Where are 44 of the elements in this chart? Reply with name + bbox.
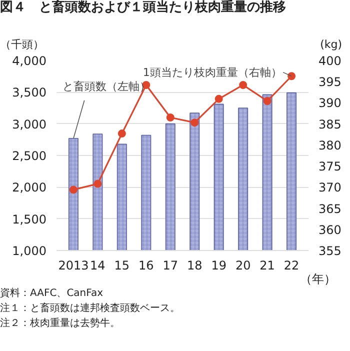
y-tick-label: 1,500 [12, 212, 47, 226]
point [118, 130, 126, 138]
point [288, 72, 296, 80]
point [190, 118, 199, 127]
x-tick-label: 2013 [58, 258, 89, 272]
y2-tick-label: 370 [318, 180, 342, 195]
x-axis-title: （年） [300, 272, 336, 287]
y2-tick-label: 380 [318, 138, 342, 152]
x-tick-label: 19 [211, 258, 226, 272]
text: 資料：AAFC、CanFax [0, 288, 104, 300]
y2-tick-label: 400 [318, 54, 342, 68]
text: と畜頭数（左軸） [62, 80, 151, 93]
point [214, 94, 223, 103]
point [166, 114, 174, 122]
text: 注２：枝肉重量は去勢牛。 [0, 318, 120, 330]
y-tick-label: 3,000 [12, 117, 47, 132]
y2-tick-label: 360 [318, 222, 342, 237]
point [69, 186, 78, 194]
y2-tick-label: 375 [318, 160, 342, 174]
y-axis-title: （千頭） [0, 38, 44, 52]
y2-tick-label: 390 [318, 96, 342, 110]
x-tick-label: 15 [114, 258, 130, 272]
series-label: 1頭当たり枝肉重量（右軸） [142, 66, 282, 79]
y2-axis-title: (kg) [320, 38, 342, 52]
y2-tick-label: 385 [318, 117, 342, 132]
x-tick-label: 17 [162, 258, 178, 272]
point [239, 80, 248, 89]
y-tick-label: 1,000 [12, 244, 47, 258]
y-tick-label: 2,000 [12, 180, 47, 195]
text: 注１：と畜頭数は連邦検査頭数ベース。 [0, 303, 180, 316]
x-tick-label: 14 [90, 258, 106, 272]
point [263, 97, 272, 106]
x-tick-label: 18 [186, 258, 202, 272]
y2-tick-label: 355 [318, 244, 342, 258]
point [94, 180, 102, 188]
x-tick-label: 16 [138, 258, 154, 272]
y-tick-label: 3,500 [12, 86, 47, 100]
y2-tick-label: 365 [318, 202, 342, 216]
x-tick-label: 20 [235, 258, 251, 272]
y-tick-label: 4,000 [12, 54, 47, 68]
x-tick-label: 21 [260, 258, 275, 272]
y-tick-label: 2,500 [12, 149, 47, 163]
x-tick-label: 22 [284, 258, 300, 272]
y2-tick-label: 395 [318, 75, 342, 90]
